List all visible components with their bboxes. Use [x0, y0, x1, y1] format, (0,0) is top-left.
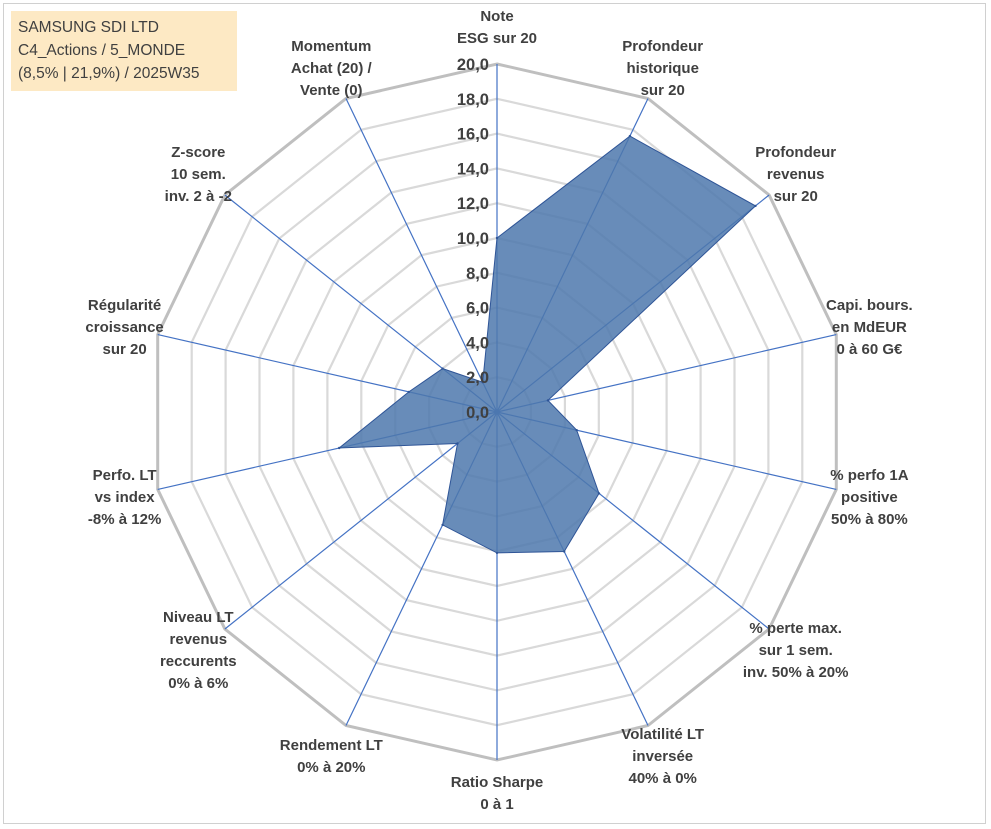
data-point [441, 523, 444, 527]
tick-label: 6,0 [466, 300, 489, 318]
axis-label-line: Profondeur [622, 38, 703, 55]
axis-label-line: Profondeur [755, 144, 836, 161]
axis-label-line: 0% à 20% [297, 759, 365, 776]
axis-label-line: revenus [767, 166, 825, 183]
axis-spoke [224, 411, 498, 630]
axis-label-line: 50% à 80% [831, 511, 908, 528]
tick-label: 0,0 [466, 404, 489, 422]
axis-label-7: Ratio Sharpe 0 à 1 [451, 774, 544, 813]
data-point [575, 429, 578, 432]
data-point [481, 381, 484, 384]
axis-label-9: Niveau LT revenus reccurents 0% à 6% [160, 609, 237, 692]
tick-label: 10,0 [457, 230, 489, 248]
axis-label-line: Volatilité LT [621, 726, 704, 743]
tick-label: 2,0 [466, 369, 489, 387]
title-stats: (8,5% | 21,9%) / 2025W35 [18, 65, 200, 82]
data-point [563, 550, 566, 553]
axis-label-11: Régularité croissance sur 20 [85, 297, 163, 358]
tick-label: 12,0 [457, 195, 489, 213]
axis-label-line: 10 sem. [171, 166, 226, 183]
axis-spoke [496, 334, 837, 413]
tick-label: 18,0 [457, 91, 489, 109]
axis-label-line: 0 à 60 G€ [836, 341, 903, 358]
tick-label: 20,0 [457, 56, 489, 74]
axis-spoke [345, 98, 498, 413]
axis-label-line: vs index [95, 489, 156, 506]
axis-label-12: Z-score 10 sem. inv. 2 à -2 [165, 144, 232, 205]
axis-label-line: 40% à 0% [629, 770, 697, 787]
axis-labels: Note ESG sur 20 Profondeur historique sur 20… [85, 8, 912, 813]
data-point [495, 236, 499, 240]
axis-label-line: Momentum [291, 38, 371, 55]
axis-label-2: Profondeur revenus sur 20 [755, 144, 836, 205]
chart-title-box: SAMSUNG SDI LTD C4_Actions / 5_MONDE (8,… [11, 11, 237, 91]
axis-label-line: inv. 2 à -2 [165, 188, 232, 205]
data-point [597, 492, 601, 495]
axis-label-line: positive [841, 489, 898, 506]
data-point [754, 204, 757, 208]
axis-label-line: Niveau LT [163, 609, 234, 626]
axis-label-line: inv. 50% à 20% [743, 664, 849, 681]
axis-label-line: historique [626, 60, 699, 77]
tick-label: 16,0 [457, 126, 489, 144]
axis-label-6: Volatilité LT inversée 40% à 0% [621, 726, 704, 787]
axis-label-5: % perte max. sur 1 sem. inv. 50% à 20% [743, 620, 849, 681]
data-point [441, 367, 444, 370]
data-point [338, 446, 341, 450]
axis-label-line: sur 20 [641, 82, 685, 99]
axis-label-line: -8% à 12% [88, 511, 161, 528]
series-polygon [337, 135, 757, 554]
tick-label: 14,0 [457, 160, 489, 178]
axis-label-line: Z-score [171, 144, 225, 161]
axis-label-line: revenus [170, 631, 228, 648]
data-point [546, 399, 550, 402]
axis-label-line: sur 20 [102, 341, 146, 358]
axis-label-line: 0 à 1 [480, 796, 513, 813]
axis-label-10: Perfo. LT vs index -8% à 12% [88, 467, 161, 528]
axis-label-13: Momentum Achat (20) / Vente (0) [291, 38, 373, 99]
axis-label-line: Rendement LT [280, 737, 383, 754]
axis-label-line: Perfo. LT [93, 467, 157, 484]
axis-label-8: Rendement LT 0% à 20% [280, 737, 383, 776]
title-category: C4_Actions / 5_MONDE [18, 42, 186, 59]
data-point [456, 442, 459, 445]
axis-label-4: % perfo 1A positive 50% à 80% [830, 467, 909, 528]
axis-label-3: Capi. bours. en MdEUR 0 à 60 G€ [826, 297, 913, 358]
tick-label: 4,0 [466, 334, 489, 352]
series-area [337, 134, 757, 555]
axis-label-line: Vente (0) [300, 82, 363, 99]
axis-label-line: en MdEUR [832, 319, 907, 336]
data-point [628, 134, 632, 138]
axis-label-line: sur 1 sem. [759, 642, 833, 659]
axis-label-0: Note ESG sur 20 [457, 8, 537, 47]
axis-label-line: Capi. bours. [826, 297, 913, 314]
axis-label-line: sur 20 [774, 188, 818, 205]
tick-labels: 0,0 2,0 4,0 6,0 8,0 10,0 12,0 14,0 16,0 18,0 20,0 [457, 56, 489, 422]
axis-label-line: Achat (20) / [291, 60, 373, 77]
axis-label-line: Note [480, 8, 513, 25]
axis-label-line: ESG sur 20 [457, 30, 537, 47]
axis-label-line: Ratio Sharpe [451, 774, 544, 791]
chart-frame [3, 3, 986, 824]
tick-label: 8,0 [466, 265, 489, 283]
title-company: SAMSUNG SDI LTD [18, 19, 159, 36]
axis-label-line: % perfo 1A [830, 467, 909, 484]
axis-label-1: Profondeur historique sur 20 [622, 38, 703, 99]
axis-label-line: inversée [632, 748, 693, 765]
axis-label-line: 0% à 6% [168, 675, 228, 692]
data-point [495, 551, 499, 555]
axis-label-line: Régularité [88, 297, 161, 314]
axis-label-line: croissance [85, 319, 163, 336]
axis-label-line: reccurents [160, 653, 237, 670]
data-point [407, 390, 410, 394]
axis-label-line: % perte max. [749, 620, 842, 637]
